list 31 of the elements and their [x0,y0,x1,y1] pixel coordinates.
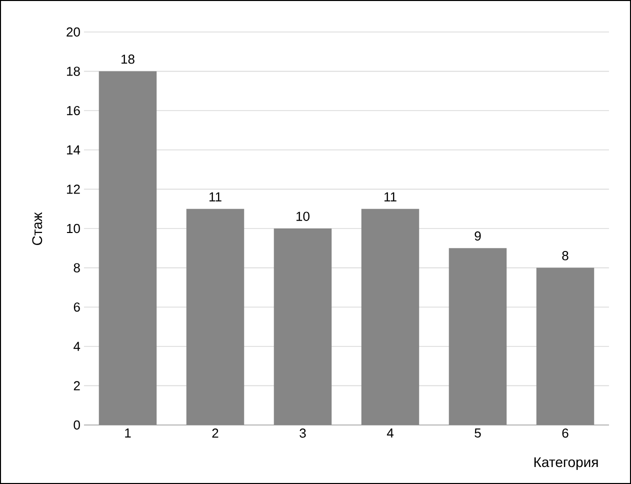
bar [98,71,157,425]
data-label: 9 [474,231,481,241]
x-axis-title: Категория [534,457,598,470]
y-tick-label: 8 [74,263,80,272]
data-label: 11 [384,192,396,202]
bar [361,208,420,425]
x-tick-label: 1 [125,428,131,438]
y-axis-title: Стаж [32,212,42,246]
bar [536,268,594,425]
x-tick-label: 5 [474,428,481,438]
data-label: 11 [209,192,222,202]
y-tick-label: 16 [66,106,80,116]
y-tick-label: 0 [74,420,80,430]
y-tick-label: 14 [66,145,80,154]
data-label: 8 [562,251,568,260]
x-tick-label: 4 [386,428,394,438]
y-tick-label: 2 [74,381,80,390]
y-tick-label: 12 [66,184,80,194]
x-tick-label: 6 [562,428,568,438]
y-tick-label: 18 [66,66,80,76]
data-label: 10 [296,212,310,221]
y-tick-label: 20 [66,27,80,37]
y-tick-label: 10 [66,224,80,234]
bar [274,228,332,425]
bar [448,248,507,425]
y-tick-label: 6 [74,302,80,312]
x-tick-label: 2 [212,428,218,438]
bar [186,208,244,425]
x-tick-label: 3 [300,428,306,438]
y-tick-label: 4 [74,342,80,351]
data-label: 18 [122,54,134,64]
